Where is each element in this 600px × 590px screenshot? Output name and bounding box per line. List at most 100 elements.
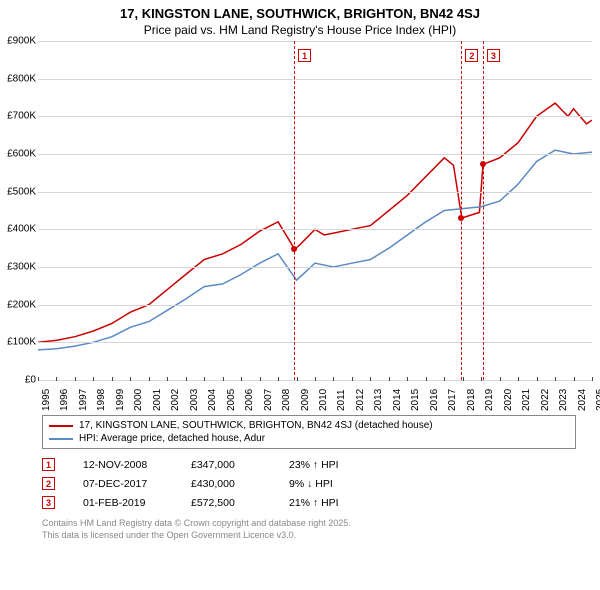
gridline xyxy=(38,116,592,117)
x-tick-mark xyxy=(444,377,445,381)
y-tick-label: £200K xyxy=(4,299,36,310)
footer-attribution: Contains HM Land Registry data © Crown c… xyxy=(42,518,576,541)
legend-label: HPI: Average price, detached house, Adur xyxy=(79,433,265,444)
y-tick-label: £600K xyxy=(4,149,36,160)
event-marker: 1 xyxy=(298,49,311,62)
x-tick-mark xyxy=(333,377,334,381)
gridline xyxy=(38,41,592,42)
x-axis-ticks: 1995199619971998199920002001200220032004… xyxy=(38,381,592,411)
x-tick-mark xyxy=(389,377,390,381)
x-tick-label: 2021 xyxy=(521,389,523,411)
legend-label: 17, KINGSTON LANE, SOUTHWICK, BRIGHTON, … xyxy=(79,420,433,431)
x-tick-mark xyxy=(93,377,94,381)
x-tick-mark xyxy=(38,377,39,381)
y-tick-label: £100K xyxy=(4,337,36,348)
x-tick-label: 2004 xyxy=(207,389,209,411)
x-tick-mark xyxy=(426,377,427,381)
x-tick-label: 2016 xyxy=(429,389,431,411)
event-line xyxy=(483,41,484,380)
x-tick-label: 2024 xyxy=(577,389,579,411)
gridline xyxy=(38,267,592,268)
sale-date: 07-DEC-2017 xyxy=(83,478,163,490)
gridline xyxy=(38,342,592,343)
x-tick-mark xyxy=(518,377,519,381)
y-tick-label: £400K xyxy=(4,224,36,235)
legend-swatch xyxy=(49,438,73,440)
x-tick-mark xyxy=(130,377,131,381)
sale-row: 1 12-NOV-2008 £347,000 23% ↑ HPI xyxy=(42,455,576,474)
sale-price: £430,000 xyxy=(191,478,261,490)
x-tick-mark xyxy=(167,377,168,381)
x-tick-label: 2022 xyxy=(540,389,542,411)
sale-row: 2 07-DEC-2017 £430,000 9% ↓ HPI xyxy=(42,474,576,493)
x-tick-label: 1996 xyxy=(59,389,61,411)
x-tick-mark xyxy=(481,377,482,381)
y-tick-label: £900K xyxy=(4,36,36,47)
x-tick-label: 2017 xyxy=(447,389,449,411)
x-tick-label: 1999 xyxy=(115,389,117,411)
sale-diff: 9% ↓ HPI xyxy=(289,478,389,490)
x-tick-mark xyxy=(500,377,501,381)
x-tick-label: 2018 xyxy=(466,389,468,411)
x-tick-label: 2023 xyxy=(558,389,560,411)
sale-price: £572,500 xyxy=(191,497,261,509)
legend-swatch xyxy=(49,425,73,427)
x-tick-label: 2000 xyxy=(133,389,135,411)
sales-table: 1 12-NOV-2008 £347,000 23% ↑ HPI 2 07-DEC-201… xyxy=(42,455,576,512)
x-tick-label: 2014 xyxy=(392,389,394,411)
series-property xyxy=(38,103,592,342)
gridline xyxy=(38,192,592,193)
x-tick-label: 1997 xyxy=(78,389,80,411)
x-tick-mark xyxy=(260,377,261,381)
sale-diff: 23% ↑ HPI xyxy=(289,459,389,471)
x-tick-label: 1995 xyxy=(41,389,43,411)
x-tick-mark xyxy=(315,377,316,381)
sale-marker: 3 xyxy=(42,496,55,509)
x-tick-label: 2025 xyxy=(595,389,597,411)
x-tick-mark xyxy=(204,377,205,381)
sale-marker: 1 xyxy=(42,458,55,471)
sale-dot xyxy=(458,215,464,221)
sale-date: 12-NOV-2008 xyxy=(83,459,163,471)
x-tick-mark xyxy=(75,377,76,381)
gridline xyxy=(38,154,592,155)
event-marker: 2 xyxy=(465,49,478,62)
x-tick-label: 2010 xyxy=(318,389,320,411)
series-hpi xyxy=(38,150,592,350)
sale-row: 301-FEB-2019£572,50021% ↑ HPI xyxy=(42,493,576,512)
gridline xyxy=(38,305,592,306)
legend-item: HPI: Average price, detached house, Adur xyxy=(49,432,569,445)
footer-line: This data is licensed under the Open Gov… xyxy=(42,530,576,542)
chart-title-block: 17, KINGSTON LANE, SOUTHWICK, BRIGHTON, … xyxy=(0,0,600,41)
y-tick-label: £500K xyxy=(4,186,36,197)
x-tick-mark xyxy=(555,377,556,381)
x-tick-mark xyxy=(112,377,113,381)
event-line xyxy=(294,41,295,380)
x-tick-label: 2006 xyxy=(244,389,246,411)
footer-line: Contains HM Land Registry data © Crown c… xyxy=(42,518,576,530)
chart-title: 17, KINGSTON LANE, SOUTHWICK, BRIGHTON, … xyxy=(0,6,600,21)
x-tick-label: 2015 xyxy=(410,389,412,411)
x-tick-label: 2013 xyxy=(373,389,375,411)
y-tick-label: £0 xyxy=(4,375,36,386)
gridline xyxy=(38,79,592,80)
x-tick-mark xyxy=(370,377,371,381)
x-tick-mark xyxy=(149,377,150,381)
sale-diff: 21% ↑ HPI xyxy=(289,497,389,509)
event-marker: 3 xyxy=(487,49,500,62)
chart-subtitle: Price paid vs. HM Land Registry's House … xyxy=(0,23,600,37)
x-tick-label: 1998 xyxy=(96,389,98,411)
x-tick-label: 2019 xyxy=(484,389,486,411)
y-tick-label: £300K xyxy=(4,262,36,273)
y-tick-label: £800K xyxy=(4,73,36,84)
gridline xyxy=(38,229,592,230)
x-tick-mark xyxy=(574,377,575,381)
sale-price: £347,000 xyxy=(191,459,261,471)
x-tick-label: 2020 xyxy=(503,389,505,411)
sale-marker: 2 xyxy=(42,477,55,490)
x-tick-label: 2009 xyxy=(300,389,302,411)
x-tick-mark xyxy=(241,377,242,381)
x-tick-mark xyxy=(278,377,279,381)
x-tick-mark xyxy=(223,377,224,381)
x-tick-mark xyxy=(537,377,538,381)
